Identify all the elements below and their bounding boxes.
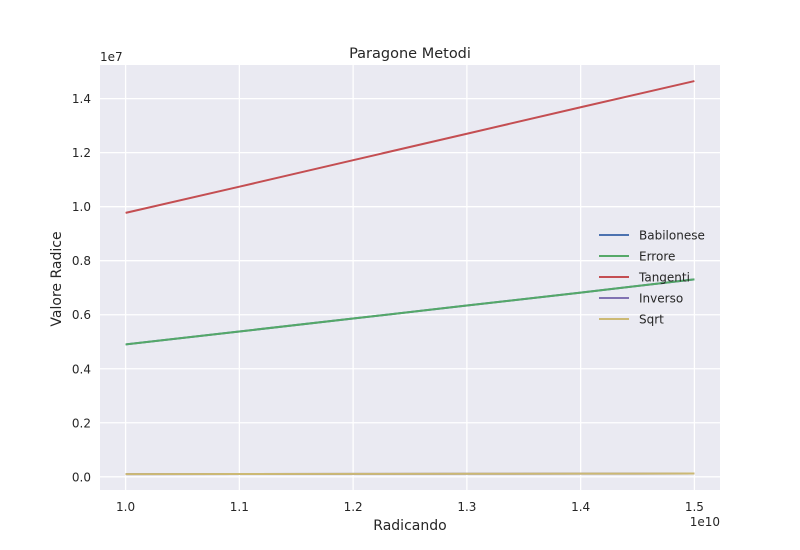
y-tick-label: 1.2	[72, 146, 91, 160]
y-tick-label: 1.4	[72, 92, 91, 106]
series-lines	[125, 80, 695, 476]
grid-lines	[100, 65, 720, 490]
y-offset-label: 1e7	[100, 50, 123, 64]
legend-label: Tangenti	[638, 271, 690, 285]
x-axis-title: Radicando	[373, 518, 446, 534]
legend-label: Babilonese	[639, 229, 705, 243]
y-axis-title: Valore Radice	[49, 231, 65, 326]
chart-title: Paragone Metodi	[349, 46, 471, 62]
x-tick-label: 1.0	[116, 500, 135, 514]
y-tick-label: 1.0	[72, 200, 91, 214]
y-tick-label: 0.4	[72, 362, 91, 376]
y-axis-ticks: 0.0 0.2 0.4 0.6 0.8 1.0 1.2 1.4	[72, 92, 91, 484]
y-tick-label: 0.2	[72, 416, 91, 430]
x-tick-label: 1.1	[230, 500, 249, 514]
series-line-sqrt	[125, 472, 695, 476]
x-tick-label: 1.5	[685, 500, 704, 514]
legend: Babilonese Errore Tangenti Inverso Sqrt	[599, 229, 705, 327]
legend-label: Errore	[639, 250, 675, 264]
y-tick-label: 0.0	[72, 470, 91, 484]
series-line-tangenti	[125, 80, 695, 214]
x-offset-label: 1e10	[690, 515, 720, 529]
legend-label: Inverso	[639, 292, 683, 306]
y-tick-label: 0.8	[72, 254, 91, 268]
y-tick-label: 0.6	[72, 308, 91, 322]
x-axis-ticks: 1.0 1.1 1.2 1.3 1.4 1.5	[116, 500, 704, 514]
legend-label: Sqrt	[639, 313, 664, 327]
x-tick-label: 1.2	[344, 500, 363, 514]
x-tick-label: 1.4	[571, 500, 590, 514]
series-line-errore	[125, 278, 695, 346]
x-tick-label: 1.3	[457, 500, 476, 514]
